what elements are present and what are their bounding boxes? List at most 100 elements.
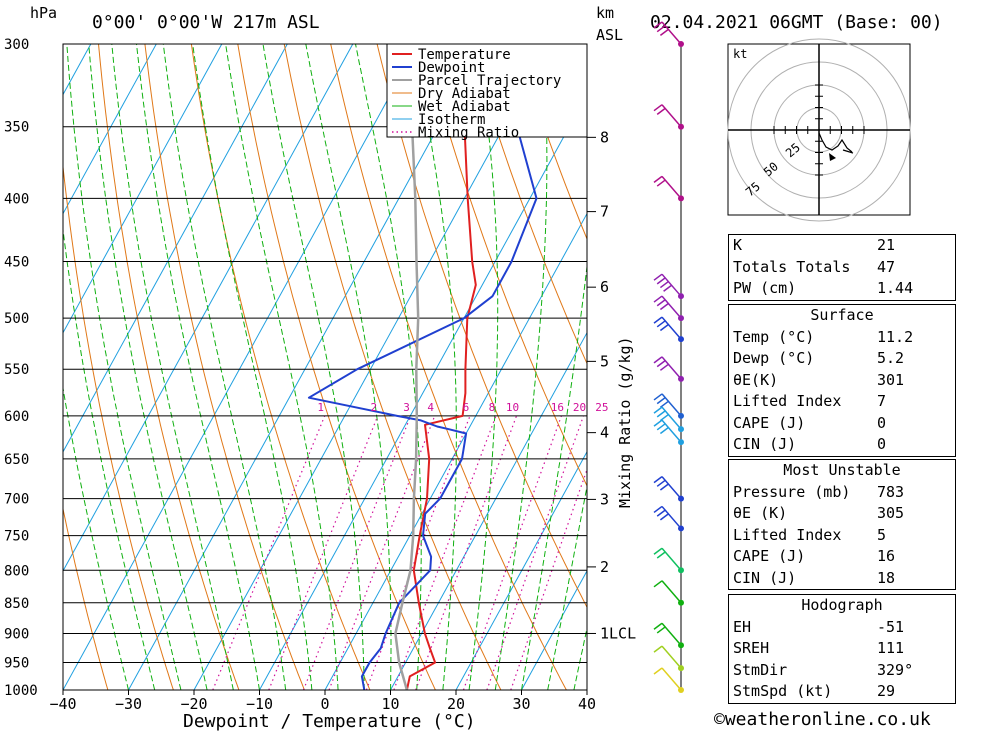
unstable-row: Pressure (mb) 783 <box>729 482 955 504</box>
wind-barbs <box>653 21 684 693</box>
legend-mixing-ratio: Mixing Ratio <box>418 125 519 141</box>
unstable-value: 305 <box>877 504 905 522</box>
mixing-ratio-line <box>268 415 379 690</box>
hodograph-trace <box>818 132 854 154</box>
isotherm-line <box>259 93 587 690</box>
hodo-value: 111 <box>877 639 905 657</box>
wind-barb-feather <box>653 476 663 484</box>
wind-barb-feather <box>656 626 666 634</box>
hodo-value: 329° <box>877 660 914 679</box>
legend-temperature: Temperature <box>418 47 511 63</box>
surface-row: CAPE (J) 0 <box>729 413 955 435</box>
wind-barb-feather <box>663 284 673 292</box>
x-tick-label: 0 <box>320 695 329 713</box>
unstable-row: Lifted Index 5 <box>729 525 955 547</box>
hodo-row: EH -51 <box>729 617 955 639</box>
index-row-totals: Totals Totals 47 <box>729 257 955 279</box>
wind-barb-feather <box>653 667 663 675</box>
index-key: K <box>733 236 743 254</box>
wind-barb <box>653 104 684 130</box>
pressure-tick-label: 300 <box>4 37 29 53</box>
unstable-row: CIN (J) 18 <box>729 568 955 590</box>
wind-barb-feather <box>659 302 669 311</box>
km-label: km <box>596 4 614 22</box>
wet-adiabat-line <box>355 44 422 690</box>
footer-credit: ©weatheronline.co.uk <box>714 709 931 730</box>
unstable-value: 783 <box>877 482 905 501</box>
isotherm-line <box>521 569 587 690</box>
pressure-tick-label: 900 <box>4 626 29 642</box>
wet-adiabat-line <box>521 262 587 690</box>
surface-key: CAPE (J) <box>733 413 806 432</box>
isotherm-line <box>193 44 550 690</box>
wind-barb <box>653 476 684 502</box>
index-row-pw: PW (cm) 1.44 <box>729 278 955 300</box>
wind-barb-feather <box>653 419 663 427</box>
mixing-ratio-label: 10 <box>506 401 519 414</box>
wind-barb-feather <box>653 622 663 630</box>
wind-barb <box>653 580 684 606</box>
asl-label: ASL <box>596 26 623 44</box>
surface-value: 301 <box>877 370 905 389</box>
parcel-trajectory-line <box>394 44 420 690</box>
wind-barb-feather <box>653 295 663 303</box>
surface-row: Lifted Index 7 <box>729 391 955 413</box>
wind-barb-feather <box>653 406 663 414</box>
unstable-value: 16 <box>877 547 896 565</box>
mixing-ratio-line <box>302 415 412 690</box>
pressure-tick-label: 700 <box>4 492 29 508</box>
wind-barb-feather <box>656 25 666 33</box>
footer-site: weatheronline.co.uk <box>724 709 931 730</box>
hodo-row: StmSpd (kt) 29 <box>729 681 955 703</box>
surface-value: 5.2 <box>877 349 905 367</box>
km-tick-label: 4 <box>600 424 609 442</box>
wind-barb-feather <box>653 356 663 364</box>
x-tick-label: −10 <box>246 695 273 713</box>
unstable-key: CIN (J) <box>733 568 797 587</box>
surface-value: 11.2 <box>877 327 914 346</box>
unstable-row: θE (K) 305 <box>729 503 955 525</box>
x-tick-label: 10 <box>381 695 399 713</box>
wet-adiabat-line <box>494 44 548 690</box>
surface-key: Temp (°C) <box>733 327 815 346</box>
mixing-ratio-label: 6 <box>463 401 470 414</box>
surface-value: 7 <box>877 392 887 410</box>
wind-barb-feather <box>656 551 666 559</box>
mixing-ratio-line <box>365 415 471 690</box>
legend-wet-adiabat: Wet Adiabat <box>418 99 511 115</box>
wind-barb-feather <box>659 28 669 37</box>
wet-adiabat-line <box>63 226 156 690</box>
wind-barb <box>653 419 684 446</box>
surface-key: Lifted Index <box>733 392 842 410</box>
x-tick-label: −40 <box>49 695 76 713</box>
mixing-ratio-label: 25 <box>595 401 608 414</box>
wind-barb-feather <box>653 316 663 324</box>
wind-barb <box>653 505 684 532</box>
hodo-value: 29 <box>877 682 896 700</box>
wind-barb-feather <box>653 505 663 514</box>
wet-adiabat-line <box>547 483 587 690</box>
wind-barb-feather <box>656 320 666 328</box>
wind-barb-feather <box>653 645 663 653</box>
surface-row: CIN (J) 0 <box>729 434 955 456</box>
wind-barb-feather <box>653 547 663 555</box>
wind-barb-feather <box>656 410 666 418</box>
wet-adiabat-line <box>573 625 587 690</box>
wind-barb <box>653 406 684 433</box>
mixing-ratio-label: 8 <box>489 401 496 414</box>
wind-barb-feather <box>659 323 669 332</box>
wind-barb <box>653 175 684 202</box>
wind-barb-feather <box>653 580 663 588</box>
wind-barb <box>653 622 684 649</box>
wind-barb-feather <box>659 280 669 289</box>
isotherm-line <box>63 44 288 453</box>
wind-barb <box>653 295 684 322</box>
wind-barb <box>653 356 684 382</box>
surface-row: Temp (°C) 11.2 <box>729 327 955 349</box>
dry-adiabat-line <box>63 162 174 690</box>
surface-row: θE(K) 301 <box>729 370 955 392</box>
mixing-ratio-label: 16 <box>551 401 564 414</box>
wind-barb-staff <box>661 645 682 669</box>
hodograph: kt 25 50 75 <box>727 38 911 222</box>
